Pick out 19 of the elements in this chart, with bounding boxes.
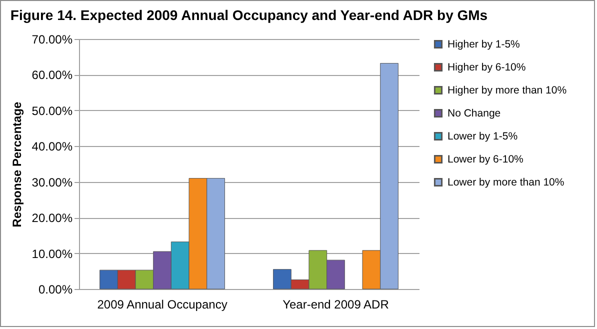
y-tick-label: 60.00% — [32, 68, 73, 82]
legend-label: Lower by 6-10% — [448, 153, 524, 166]
y-tick-label: 50.00% — [32, 104, 73, 118]
legend-label: Lower by 1-5% — [448, 130, 518, 142]
y-tick-label: 10.00% — [32, 246, 73, 261]
y-tick-label: 20.00% — [32, 211, 73, 226]
y-axis-title: Response Percentage — [10, 101, 24, 228]
y-tick-label: 30.00% — [32, 175, 73, 190]
y-tick-label: 0.00% — [38, 282, 73, 296]
legend-label: Higher by more than 10% — [448, 84, 567, 96]
y-tick-label: 70.00% — [32, 32, 73, 46]
y-tick-label: 40.00% — [32, 140, 73, 154]
chart-title: Figure 14. Expected 2009 Annual Occupancy and Year-end ADR by GMs — [10, 7, 488, 23]
x-tick-label: 2009 Annual Occupancy — [97, 298, 228, 312]
legend-label: Higher by 6-10% — [448, 61, 526, 74]
x-tick-label: Year-end 2009 ADR — [282, 298, 390, 312]
legend-label: No Change — [448, 107, 501, 120]
legend-label: Higher by 1-5% — [448, 38, 520, 50]
legend-label: Lower by more than 10% — [448, 176, 564, 188]
